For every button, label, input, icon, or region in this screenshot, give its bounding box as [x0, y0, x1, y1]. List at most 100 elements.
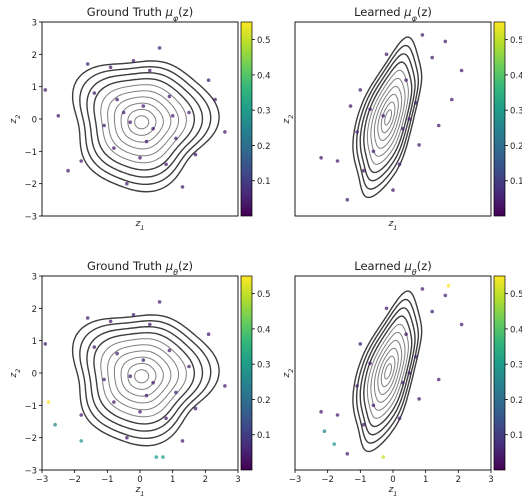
scatter-point — [213, 97, 217, 102]
contour-level-1 — [384, 363, 393, 380]
scatter-point — [404, 78, 408, 82]
contour-level-6 — [100, 84, 187, 164]
scatter-point — [164, 416, 168, 421]
scatter-point — [131, 59, 136, 63]
scatter-point — [167, 94, 172, 99]
x-axis-label: z1 — [388, 485, 398, 498]
scatter-point — [335, 159, 340, 163]
contour-level-9 — [79, 320, 212, 440]
contour-level-1 — [134, 115, 150, 130]
scatter-point — [404, 332, 408, 337]
contour-level-10 — [71, 60, 220, 193]
plot-area — [42, 22, 238, 216]
scatter-point — [436, 123, 441, 128]
colorbar-tick-label: 0.3 — [257, 107, 271, 117]
scatter-point — [401, 126, 405, 131]
contour-level-9 — [79, 66, 212, 186]
scatter-point — [459, 322, 464, 327]
contour-level-9 — [355, 44, 420, 190]
scatter-point — [345, 452, 350, 456]
contour-level-4 — [113, 350, 172, 404]
subplot-title: Ground Truth μθ(z) — [87, 259, 193, 277]
y-tick-label: 2 — [32, 305, 37, 315]
density-contours — [352, 290, 423, 453]
colorbar-tick-label: 0.4 — [510, 71, 522, 81]
contour-level-1 — [384, 109, 393, 126]
scatter-point — [180, 439, 185, 443]
contour-level-2 — [127, 108, 157, 136]
x-tick-label: 1 — [423, 475, 428, 485]
scatter-point — [446, 283, 451, 288]
scatter-point — [79, 413, 83, 417]
colorbar: 0.1 0.2 0.3 0.4 0.5 — [240, 275, 271, 471]
scatter-point — [112, 400, 116, 404]
scatter-point — [355, 384, 359, 388]
y-tick-label: −3 — [24, 213, 37, 223]
scatter-point — [430, 55, 435, 60]
contour-level-5 — [370, 331, 406, 411]
scatter-point — [358, 342, 363, 346]
y-tick-label: 0 — [32, 116, 37, 126]
scatter-point — [138, 156, 142, 160]
scatter-point — [66, 168, 70, 173]
scatter-point — [187, 110, 191, 115]
scatter-point — [43, 88, 48, 92]
x-tick-label: 2 — [456, 475, 461, 485]
y-tick-label: 3 — [32, 273, 37, 283]
colorbar-tick-label: 0.2 — [257, 142, 271, 152]
scatter-point — [148, 68, 152, 73]
contour-level-3 — [377, 347, 399, 395]
density-contours — [71, 60, 220, 193]
scatter-point — [368, 361, 372, 366]
contour-level-3 — [120, 102, 164, 143]
colorbar-tick-label: 0.1 — [510, 431, 522, 441]
scatter-point — [102, 123, 106, 128]
scatter-point — [407, 117, 412, 121]
contour-level-3 — [120, 356, 164, 397]
colorbar-gradient — [493, 275, 506, 471]
scatter-point — [358, 88, 363, 92]
y-tick-label: 3 — [32, 19, 37, 29]
colorbar-tick-label: 0.4 — [257, 71, 271, 81]
contour-level-4 — [113, 96, 172, 150]
x-tick-label: −1 — [354, 475, 367, 485]
scatter-points — [43, 46, 227, 189]
scatter-point — [157, 46, 162, 50]
scatter-point — [361, 168, 366, 173]
scatter-point — [420, 33, 425, 37]
scatter-point — [151, 380, 155, 385]
scatter-point — [397, 416, 402, 421]
scatter-point — [141, 104, 146, 108]
contour-level-2 — [380, 355, 396, 388]
contour-level-6 — [366, 323, 409, 419]
colorbar-tick-label: 0.1 — [257, 177, 271, 187]
subplot-title: Learned μφ(z) — [354, 5, 432, 23]
x-tick-label: 2 — [203, 475, 208, 485]
colorbar-tick-label: 0.4 — [510, 325, 522, 335]
scatter-point — [436, 377, 441, 382]
scatter-point — [180, 185, 185, 189]
y-tick-label: −1 — [24, 402, 37, 412]
contour-level-10 — [352, 290, 423, 453]
scatter-point — [384, 52, 389, 57]
y-axis-label: z2 — [9, 369, 22, 379]
scatter-point — [108, 65, 113, 70]
scatter-point — [459, 68, 464, 73]
y-tick-label: −3 — [24, 467, 37, 477]
scatter-point — [335, 413, 340, 417]
scatter-point — [414, 101, 418, 105]
contour-level-6 — [100, 338, 187, 418]
scatter-point — [443, 39, 448, 44]
scatter-point — [174, 390, 178, 395]
subplot-title: Ground Truth μφ(z) — [87, 5, 193, 23]
plot-area — [42, 276, 238, 470]
colorbar-tick-label: 0.5 — [510, 36, 522, 46]
scatter-point — [450, 97, 454, 102]
scatter-point — [167, 348, 172, 353]
scatter-point — [144, 393, 149, 398]
scatter-point — [92, 91, 97, 95]
y-tick-label: 0 — [32, 370, 37, 380]
contour-level-9 — [355, 298, 420, 444]
subplot-4: Learned μθ(z)−3 −2 −1 0 1 2 3z1z20.10.20.30.40… — [282, 259, 522, 498]
scatter-point — [407, 371, 412, 375]
